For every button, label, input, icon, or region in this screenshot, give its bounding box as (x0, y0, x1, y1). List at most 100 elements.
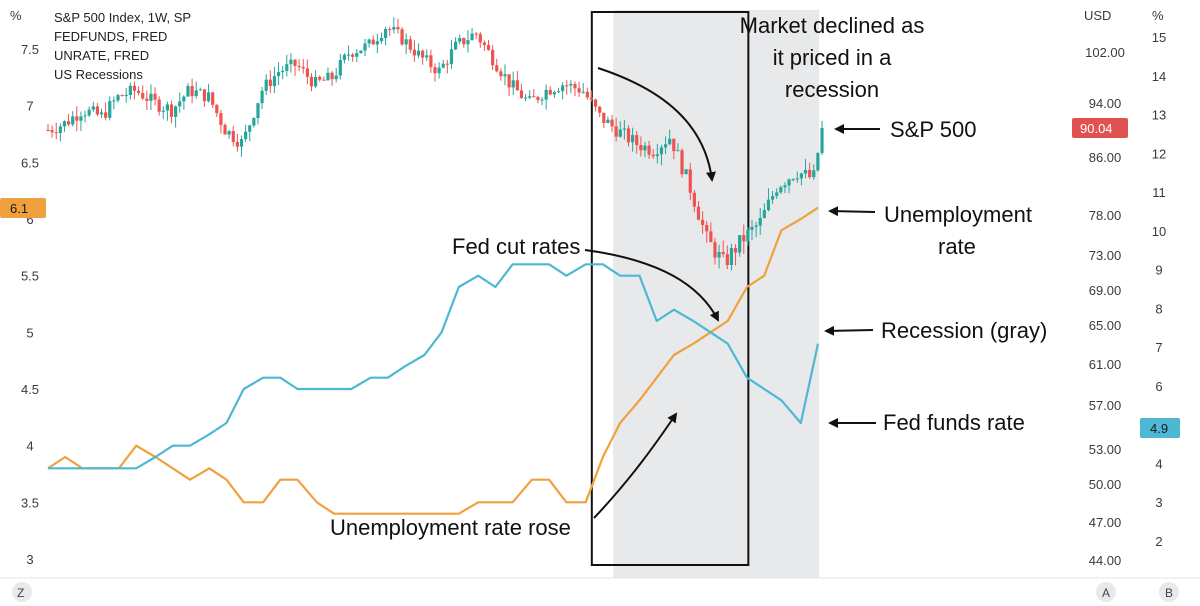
left-axis-tick: 3 (26, 552, 33, 567)
annotation-market-line3: recession (785, 77, 879, 102)
sp500-candle (606, 119, 610, 123)
sp500-candle (116, 95, 120, 101)
sp500-candle (750, 226, 754, 230)
sp500-candle (161, 110, 165, 112)
sp500-candle (453, 41, 458, 50)
right-axis-tick: 7 (1155, 340, 1162, 355)
sp500-candle (202, 89, 207, 102)
corner-button-a[interactable]: A (1096, 582, 1116, 602)
sp500-candle (367, 39, 371, 44)
annotation-fedfunds: Fed funds rate (883, 410, 1025, 435)
sp500-candle (499, 71, 503, 77)
sp500-candle (795, 178, 799, 180)
sp500-candle (182, 96, 186, 102)
sp500-candle (729, 248, 734, 266)
sp500-candle (392, 27, 396, 30)
sp500-candle (466, 40, 470, 45)
sp500-candle (186, 85, 190, 97)
sp500-candle (268, 79, 272, 87)
sp500-candle (83, 115, 87, 117)
annotation-unemployment-line2: rate (938, 234, 976, 259)
sp500-candle (503, 74, 507, 77)
sp500-candle (754, 225, 758, 227)
sp500-candle (62, 121, 67, 127)
sp500-candle (626, 128, 631, 143)
sp500-candle (87, 109, 91, 116)
sp500-candle (738, 235, 742, 253)
sp500-candle (309, 76, 314, 87)
sp500-candle (326, 72, 330, 81)
sp500-candle (655, 154, 659, 157)
sp500-candle (482, 42, 487, 45)
sp500-candle (684, 169, 688, 175)
highlight-box-group (590, 11, 750, 566)
corner-button-b-label[interactable]: B (1165, 586, 1173, 600)
sp500-candle (540, 99, 544, 101)
sp500-candle (355, 53, 359, 57)
sp500-candle (425, 55, 429, 58)
left-axis-tick: 3.5 (21, 495, 39, 510)
sp500-candle (206, 92, 211, 102)
price-axis-tick: 94.00 (1089, 96, 1122, 111)
price-axis-tick: 69.00 (1089, 283, 1122, 298)
sp500-candle (281, 70, 285, 73)
sp500-candle (215, 104, 219, 114)
sp500-candle (733, 248, 738, 253)
corner-button-z-bg[interactable] (12, 582, 32, 602)
sp500-candle (474, 33, 478, 35)
right-axis-tick: 4 (1155, 456, 1162, 471)
right-axis-tick: 11 (1152, 185, 1166, 200)
sp500-candle (54, 132, 58, 134)
sp500-candle (585, 91, 589, 98)
corner-button-z-label[interactable]: Z (17, 586, 24, 600)
sp500-candle (775, 192, 779, 197)
right-axis-tick: 8 (1155, 301, 1162, 316)
corner-button-b[interactable]: B (1159, 582, 1179, 602)
sp500-candle (672, 138, 676, 152)
sp500-candle (334, 75, 338, 80)
sp500-candle (696, 206, 701, 220)
left-axis-tick: 6 (26, 212, 33, 227)
sp500-candle (416, 50, 421, 56)
unemployment-badge-text: 6.1 (10, 201, 28, 216)
series-lines-group (47, 206, 820, 515)
sp500-candle (404, 39, 408, 45)
legend-entry-recessions: US Recessions (54, 67, 143, 82)
bottom-bar (0, 578, 1200, 606)
corner-button-a-label[interactable]: A (1102, 586, 1110, 600)
sp500-candle (120, 95, 124, 97)
sp500-candle (153, 93, 157, 100)
sp500-candle (66, 121, 71, 125)
sp500-candle (264, 79, 268, 91)
corner-button-z[interactable]: Z (12, 582, 32, 602)
sp500-candle (544, 89, 548, 100)
sp500-candle (157, 99, 161, 112)
corner-button-a-bg[interactable] (1096, 582, 1116, 602)
left-axis: % 7.5 7 6.5 6 5.5 5 4.5 4 3.5 3 (10, 8, 39, 567)
right-axis-tick: 13 (1152, 108, 1166, 123)
sp500-candle (149, 93, 153, 101)
legend-entry-unrate: UNRATE, FRED (54, 48, 149, 63)
sp500-candle (128, 85, 132, 95)
sp500-candle (421, 50, 425, 58)
sp500-candle (515, 80, 519, 91)
sp500-candle (507, 74, 511, 88)
price-axis-tick: 61.00 (1089, 357, 1122, 372)
sp500-candle (635, 135, 639, 146)
sp500-candle (441, 63, 445, 68)
sp500-candle (791, 179, 795, 181)
annotation-market-line2: it priced in a (773, 45, 892, 70)
price-axis-tick: 102.00 (1085, 45, 1125, 60)
sp500-candle (659, 147, 664, 155)
sp500-candle (244, 131, 248, 140)
sp500-candle (701, 219, 705, 225)
sp500-candle (198, 89, 202, 91)
sp500-candle (812, 170, 816, 178)
fedfunds-line (48, 263, 820, 470)
sp500-candle (742, 235, 746, 242)
sp500-candle (383, 28, 388, 38)
sp500-candle (408, 39, 412, 50)
sp500-candles-group (46, 17, 824, 271)
sp500-candle (132, 85, 137, 91)
corner-button-b-bg[interactable] (1159, 582, 1179, 602)
